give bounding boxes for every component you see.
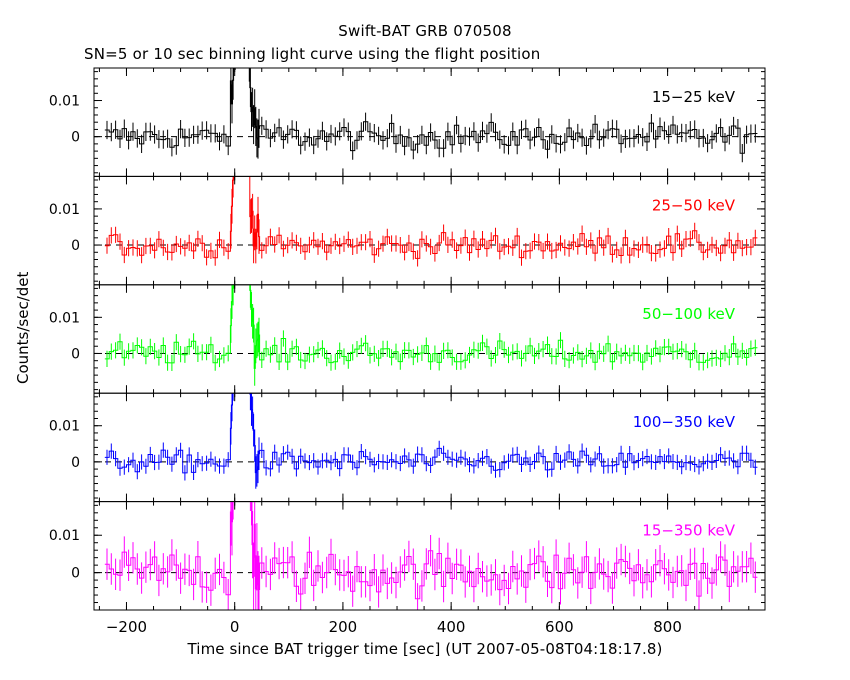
band-label: 100−350 keV [633, 413, 736, 431]
band-label: 15−25 keV [652, 88, 736, 106]
x-tick-label: 600 [545, 618, 574, 636]
series-1-line [104, 176, 758, 259]
x-tick-label: 800 [653, 618, 682, 636]
y-tick-label: 0.01 [49, 202, 80, 218]
x-tick-label: 400 [437, 618, 466, 636]
x-axis-label: Time since BAT trigger time [sec] (UT 20… [187, 640, 663, 658]
band-label: 25−50 keV [652, 196, 736, 214]
series-2-line [104, 284, 758, 369]
series-1-errorbars [106, 176, 756, 267]
series-4-errorbars [106, 501, 756, 611]
panel-frame [93, 501, 766, 611]
x-tick-label: 0 [230, 618, 240, 636]
chart-subtitle: SN=5 or 10 sec binning light curve using… [84, 45, 541, 63]
band-label: 50−100 keV [642, 305, 735, 323]
series-3 [104, 393, 758, 489]
series-3-errorbars [106, 393, 756, 489]
y-tick-label: 0.01 [49, 94, 80, 110]
x-tick-label: −200 [106, 618, 147, 636]
chart-title: Swift-BAT GRB 070508 [338, 22, 512, 40]
panel-frame [93, 392, 766, 503]
band-label: 15−350 keV [642, 522, 735, 540]
panel-frame [93, 175, 766, 286]
y-tick-label: 0.01 [49, 528, 80, 544]
y-tick-label: 0 [71, 238, 80, 254]
series-2 [104, 284, 758, 386]
y-tick-label: 0 [71, 130, 80, 146]
series-3-line [104, 393, 758, 474]
series-4 [104, 501, 758, 611]
series-1 [104, 176, 758, 267]
series-2-errorbars [106, 284, 756, 386]
y-tick-label: 0.01 [49, 310, 80, 326]
y-tick-label: 0 [71, 346, 80, 362]
y-tick-label: 0 [71, 455, 80, 471]
y-tick-label: 0 [71, 566, 80, 582]
y-tick-label: 0.01 [49, 419, 80, 435]
x-tick-label: 200 [329, 618, 358, 636]
series-0 [104, 68, 758, 163]
series-0-errorbars [106, 68, 756, 163]
series-4-line [104, 501, 758, 600]
